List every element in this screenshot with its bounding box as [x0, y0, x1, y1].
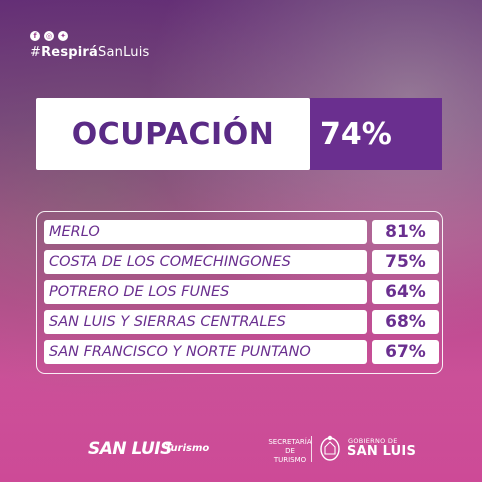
region-value: 81% — [372, 220, 439, 244]
region-value: 68% — [372, 310, 439, 334]
facebook-icon[interactable]: f — [30, 31, 40, 41]
twitter-icon[interactable]: ✦ — [58, 31, 68, 41]
region-value: 67% — [372, 340, 439, 364]
hashtag: #RespiráSanLuis — [30, 45, 150, 60]
gobierno-small-label: GOBIERNO DE — [348, 437, 398, 445]
hashtag-prefix: # — [30, 45, 42, 60]
secretaria-line2: DE TURISMO — [273, 447, 307, 464]
region-value: 75% — [372, 250, 439, 274]
region-name: SAN LUIS Y SIERRAS CENTRALES — [44, 310, 367, 334]
table-row: MERLO 81% — [44, 220, 439, 244]
hashtag-bold: Respirá — [41, 45, 99, 60]
instagram-icon[interactable]: ◎ — [44, 31, 54, 41]
hashtag-rest: SanLuis — [98, 45, 150, 60]
headline-value: 74% — [310, 98, 442, 170]
headline-label: OCUPACIÓN — [36, 98, 310, 170]
table-row: POTRERO DE LOS FUNES 64% — [44, 280, 439, 304]
secretaria-label: SECRETARÍA DE TURISMO — [268, 438, 312, 465]
table-row: SAN FRANCISCO Y NORTE PUNTANO 67% — [44, 340, 439, 364]
region-name: COSTA DE LOS COMECHINGONES — [44, 250, 367, 274]
table-row: COSTA DE LOS COMECHINGONES 75% — [44, 250, 439, 274]
turismo-label: Turismo — [165, 443, 210, 454]
region-name: MERLO — [44, 220, 367, 244]
region-name: POTRERO DE LOS FUNES — [44, 280, 367, 304]
divider — [311, 436, 312, 462]
region-name: SAN FRANCISCO Y NORTE PUNTANO — [44, 340, 367, 364]
footer: SAN LUIS Turismo SECRETARÍA DE TURISMO G… — [0, 430, 482, 470]
region-value: 64% — [372, 280, 439, 304]
occupancy-headline: OCUPACIÓN 74% — [36, 98, 442, 170]
coat-of-arms-icon — [320, 435, 340, 461]
secretaria-line1: SECRETARÍA — [268, 438, 312, 446]
occupancy-table: MERLO 81% COSTA DE LOS COMECHINGONES 75%… — [36, 211, 443, 374]
san-luis-logo: SAN LUIS — [88, 439, 172, 459]
social-icons: f ◎ ✦ — [30, 31, 68, 41]
gobierno-big-label: SAN LUIS — [347, 444, 417, 459]
table-row: SAN LUIS Y SIERRAS CENTRALES 68% — [44, 310, 439, 334]
